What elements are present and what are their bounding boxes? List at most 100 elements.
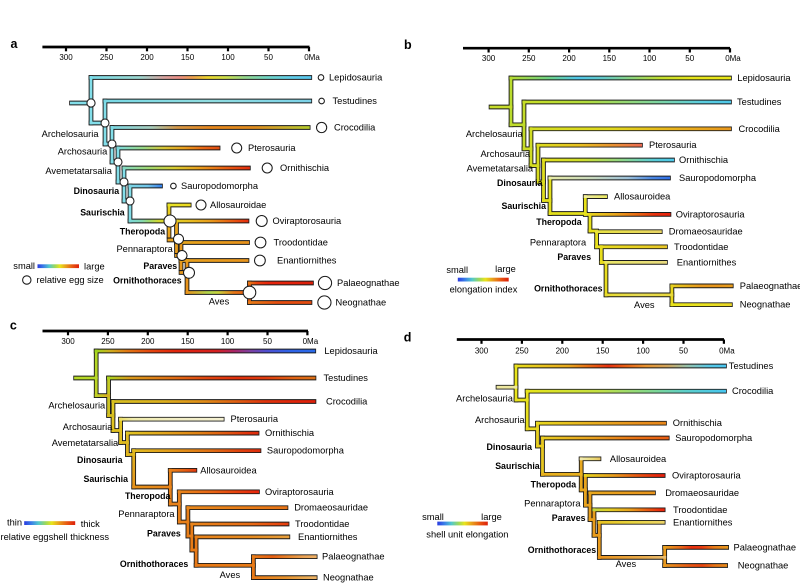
- svg-text:150: 150: [596, 346, 610, 355]
- svg-text:b: b: [404, 38, 412, 52]
- svg-text:small: small: [13, 261, 35, 271]
- svg-text:Troodontidae: Troodontidae: [274, 238, 328, 248]
- svg-text:Neognathae: Neognathae: [323, 573, 374, 583]
- svg-text:Archelosauria: Archelosauria: [456, 393, 514, 403]
- svg-text:Archosauria: Archosauria: [480, 149, 530, 159]
- svg-text:Palaeognathae: Palaeognathae: [322, 552, 385, 562]
- svg-text:100: 100: [643, 54, 657, 63]
- svg-text:Pennaraptora: Pennaraptora: [116, 244, 173, 254]
- svg-text:Aves: Aves: [220, 570, 241, 580]
- svg-text:a: a: [11, 37, 19, 51]
- svg-text:Testudines: Testudines: [729, 361, 774, 371]
- svg-text:c: c: [10, 318, 17, 332]
- svg-text:shell unit elongation: shell unit elongation: [426, 529, 508, 539]
- svg-text:300: 300: [61, 337, 75, 346]
- svg-text:relative egg size: relative egg size: [37, 275, 104, 285]
- svg-text:Dromaeosauridae: Dromaeosauridae: [665, 488, 739, 498]
- svg-text:Crocodilia: Crocodilia: [334, 123, 376, 133]
- svg-text:Paraves: Paraves: [147, 529, 181, 539]
- svg-text:thick: thick: [81, 519, 100, 529]
- svg-text:Saurischia: Saurischia: [502, 201, 547, 211]
- svg-text:Troodontidae: Troodontidae: [673, 505, 727, 515]
- svg-text:Allosauroidae: Allosauroidae: [210, 200, 266, 210]
- svg-text:Sauropodomorpha: Sauropodomorpha: [679, 173, 757, 183]
- svg-text:large: large: [495, 264, 516, 274]
- svg-text:50: 50: [263, 337, 272, 346]
- svg-text:Enantiornithes: Enantiornithes: [677, 257, 737, 267]
- svg-text:Ornithischia: Ornithischia: [280, 163, 330, 173]
- svg-text:Dinosauria: Dinosauria: [497, 178, 543, 188]
- svg-text:250: 250: [515, 346, 529, 355]
- svg-text:small: small: [446, 265, 468, 275]
- svg-text:Archelosauria: Archelosauria: [466, 129, 524, 139]
- svg-text:Allosauroidea: Allosauroidea: [614, 192, 671, 202]
- svg-text:Pennaraptora: Pennaraptora: [118, 509, 175, 519]
- svg-text:Oviraptorosauria: Oviraptorosauria: [672, 471, 742, 481]
- svg-text:Ornithothoraces: Ornithothoraces: [113, 275, 182, 285]
- svg-text:Saurischia: Saurischia: [84, 474, 129, 484]
- svg-text:Oviraptorosauria: Oviraptorosauria: [265, 487, 335, 497]
- svg-text:Testudines: Testudines: [333, 96, 378, 106]
- svg-text:Lepidosauria: Lepidosauria: [737, 73, 791, 83]
- svg-text:150: 150: [181, 337, 195, 346]
- svg-text:Ornithothoraces: Ornithothoraces: [120, 559, 189, 569]
- svg-text:Lepidosauria: Lepidosauria: [329, 73, 383, 83]
- svg-text:Neognathae: Neognathae: [738, 561, 789, 571]
- svg-text:Testudines: Testudines: [737, 97, 782, 107]
- svg-text:Dromaeosauridae: Dromaeosauridae: [669, 227, 743, 237]
- svg-text:0Ma: 0Ma: [719, 346, 735, 355]
- svg-text:Dinosauria: Dinosauria: [74, 186, 120, 196]
- svg-text:Pennaraptora: Pennaraptora: [530, 238, 587, 248]
- svg-text:Sauropodomorpha: Sauropodomorpha: [675, 433, 753, 443]
- svg-text:0Ma: 0Ma: [304, 53, 320, 62]
- svg-text:thin: thin: [7, 517, 22, 527]
- svg-text:Avemetatarsalia: Avemetatarsalia: [45, 166, 112, 176]
- svg-text:Neognathae: Neognathae: [740, 300, 791, 310]
- svg-text:250: 250: [522, 54, 536, 63]
- svg-text:large: large: [84, 262, 105, 272]
- svg-text:Theropoda: Theropoda: [125, 491, 171, 501]
- svg-text:Archelosauria: Archelosauria: [48, 400, 106, 410]
- svg-text:Paraves: Paraves: [143, 261, 177, 271]
- svg-text:Neognathae: Neognathae: [336, 298, 387, 308]
- svg-text:Archosauria: Archosauria: [58, 147, 108, 157]
- svg-text:Aves: Aves: [616, 559, 637, 569]
- svg-text:200: 200: [562, 54, 576, 63]
- svg-text:Palaeognathae: Palaeognathae: [740, 281, 800, 291]
- svg-text:relative eggshell thickness: relative eggshell thickness: [1, 532, 110, 542]
- svg-text:Theropoda: Theropoda: [536, 217, 582, 227]
- svg-text:Dinosauria: Dinosauria: [77, 455, 123, 465]
- svg-text:elongation index: elongation index: [450, 284, 518, 294]
- svg-text:Allosauroidea: Allosauroidea: [200, 465, 257, 475]
- svg-text:300: 300: [475, 346, 489, 355]
- svg-text:Avemetatarsalia: Avemetatarsalia: [52, 438, 119, 448]
- svg-text:200: 200: [140, 53, 154, 62]
- svg-text:Saurischia: Saurischia: [495, 461, 540, 471]
- svg-text:Saurischia: Saurischia: [80, 207, 125, 217]
- svg-text:Ornithischia: Ornithischia: [265, 428, 315, 438]
- svg-text:50: 50: [685, 54, 694, 63]
- svg-text:200: 200: [556, 346, 570, 355]
- svg-text:Oviraptorosauria: Oviraptorosauria: [273, 216, 343, 226]
- svg-text:Troodontidae: Troodontidae: [674, 242, 728, 252]
- svg-text:Pterosauria: Pterosauria: [231, 414, 279, 424]
- svg-text:Palaeognathae: Palaeognathae: [734, 542, 797, 552]
- svg-text:Pennaraptora: Pennaraptora: [524, 499, 581, 509]
- svg-text:Dinosauria: Dinosauria: [487, 442, 533, 452]
- svg-text:Testudines: Testudines: [324, 373, 369, 383]
- svg-text:Oviraptorosauria: Oviraptorosauria: [676, 209, 746, 219]
- svg-text:Ornithischia: Ornithischia: [673, 418, 723, 428]
- svg-text:small: small: [422, 512, 444, 522]
- svg-text:100: 100: [221, 337, 235, 346]
- svg-text:Theropoda: Theropoda: [120, 226, 166, 236]
- svg-text:300: 300: [482, 54, 496, 63]
- svg-text:Sauropodomorpha: Sauropodomorpha: [267, 446, 345, 456]
- svg-text:0Ma: 0Ma: [725, 54, 741, 63]
- svg-text:100: 100: [221, 53, 235, 62]
- svg-text:large: large: [481, 512, 502, 522]
- svg-text:300: 300: [59, 53, 73, 62]
- svg-text:50: 50: [679, 346, 688, 355]
- svg-text:Paraves: Paraves: [552, 513, 586, 523]
- svg-text:Enantiornithes: Enantiornithes: [673, 517, 733, 527]
- svg-text:Archosauria: Archosauria: [63, 422, 113, 432]
